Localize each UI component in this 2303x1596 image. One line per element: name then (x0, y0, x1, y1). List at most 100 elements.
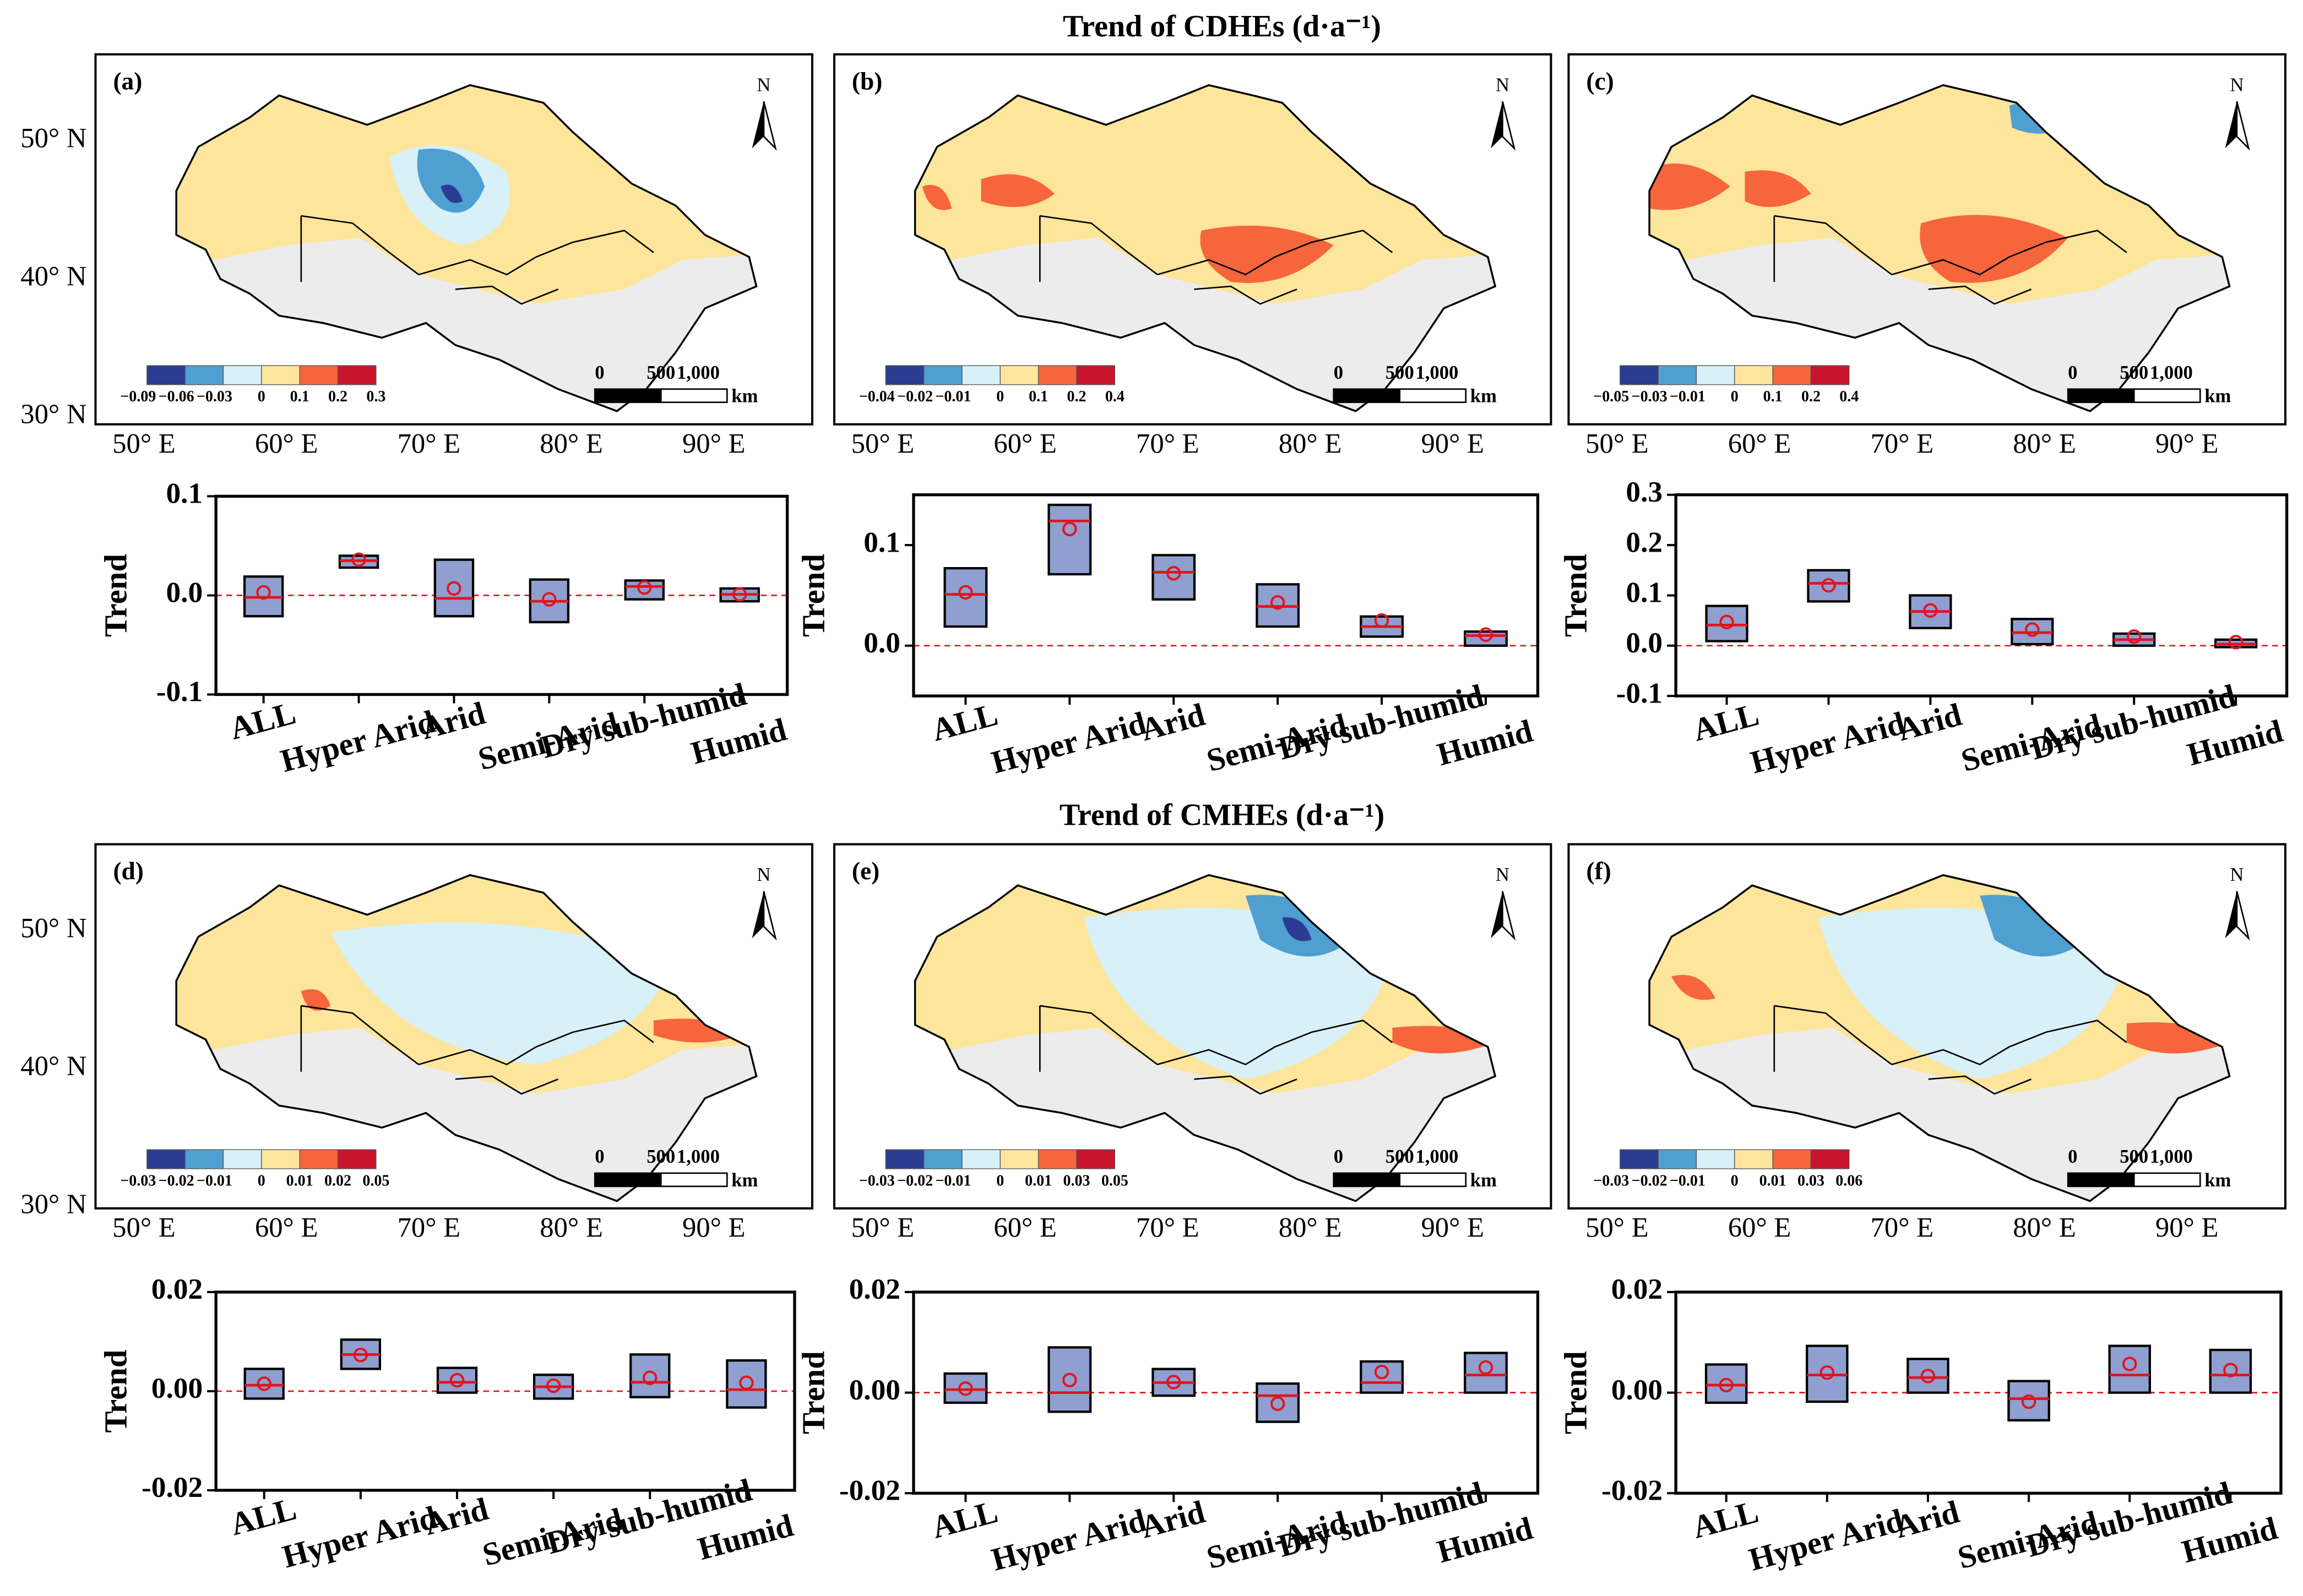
y-tick-label: 0.3 (1626, 475, 1663, 508)
colorbar-swatch (299, 1149, 339, 1169)
colorbar-label: 0.3 (366, 388, 385, 405)
mean (739, 1375, 754, 1390)
colorbar-label: −0.03 (120, 1172, 156, 1189)
x-tick-label: Arid (1137, 1494, 1209, 1545)
colorbar-swatch (337, 1149, 377, 1169)
country-border (1039, 1005, 1393, 1095)
lon-label: 90° E (2155, 1212, 2219, 1243)
lat-label: 30° N (20, 399, 86, 429)
y-tick-label: 0.1 (166, 477, 203, 510)
trend-area (1282, 917, 1312, 941)
colorbar-swatch (1734, 365, 1773, 385)
country-border (1773, 1005, 2127, 1095)
lon-label: 80° E (540, 1212, 603, 1243)
colorbar-label: −0.03 (197, 388, 232, 405)
panel-label: (a) (113, 67, 142, 95)
scale-bar (1333, 388, 1401, 404)
trend-area (981, 174, 1055, 208)
scale-bar (594, 1172, 662, 1188)
colorbar-swatch (1734, 1149, 1773, 1169)
north-label: N (1496, 864, 1509, 885)
colorbar-label: −0.05 (1593, 388, 1629, 405)
colorbar-swatch (1658, 365, 1697, 385)
mean (643, 1370, 658, 1385)
colorbar-swatch (923, 365, 963, 385)
scale-label: 0 (595, 1146, 604, 1167)
lon-label: 80° E (540, 428, 603, 459)
box (1705, 604, 1748, 642)
box (2209, 1348, 2252, 1394)
colorbar-label: 0 (996, 1172, 1004, 1189)
colorbar-label: −0.04 (859, 388, 895, 405)
map-panel: (a) N −0.09 −0.06 −0.03 0 0.1 0.2 0.3 0 500 1,000 km… (20, 53, 813, 459)
lon-label: 80° E (2013, 428, 2076, 459)
lon-label: 50° E (112, 428, 176, 459)
mean (447, 581, 461, 596)
map-panel: (e) N −0.03 −0.02 −0.01 0 0.01 0.03 0.05 0 500 1,00… (833, 843, 1552, 1243)
colorbar-swatch (1772, 1149, 1812, 1169)
colorbar-label: 0 (1731, 1172, 1739, 1189)
y-tick-label: 0.02 (151, 1272, 203, 1305)
colorbar-swatch (1620, 1149, 1659, 1169)
mean (1062, 521, 1077, 537)
mean (1374, 1364, 1389, 1380)
scale-label: 0 (2068, 1146, 2077, 1167)
scale-label: 0 (595, 362, 604, 383)
country-border (1773, 215, 2127, 305)
y-tick-label: 0.02 (1611, 1272, 1663, 1305)
map-panel: (d) N −0.03 −0.02 −0.01 0 0.01 0.02 0.05 0 500 1,00… (20, 843, 813, 1243)
north-label: N (1496, 74, 1509, 95)
box (943, 1372, 988, 1404)
lon-label: 80° E (1279, 428, 1342, 459)
lat-label: 50° N (20, 912, 86, 943)
lon-label: 80° E (1279, 1212, 1342, 1243)
scale-unit: km (731, 1170, 758, 1191)
colorbar-label: 0.02 (324, 1172, 351, 1189)
region-outline (1648, 84, 2231, 412)
mean (1821, 578, 1836, 593)
scale-label: 0 (1334, 1146, 1343, 1167)
plot-frame (912, 1290, 1540, 1495)
lon-label: 60° E (993, 428, 1057, 459)
lon-label: 90° E (1421, 1212, 1484, 1243)
y-tick-label: 0.1 (863, 525, 900, 558)
x-tick-label: Arid (417, 695, 489, 746)
colorbar-swatch (1076, 1149, 1115, 1169)
x-tick-label: Arid (420, 1491, 492, 1542)
scale-bar (1333, 1172, 1401, 1188)
box (629, 1353, 671, 1398)
y-axis-label: Trend (98, 554, 134, 637)
colorbar-label: −0.03 (859, 1172, 895, 1189)
mean (542, 592, 557, 607)
north-label: N (757, 864, 770, 885)
north-arrow (763, 891, 777, 941)
mean (1166, 1375, 1181, 1390)
colorbar-swatch (885, 1149, 925, 1169)
y-tick-label: 0.00 (849, 1373, 900, 1406)
colorbar-label: 0 (258, 1172, 265, 1189)
mean (2025, 622, 2040, 637)
mean (958, 1381, 973, 1396)
y-tick-label: 0.0 (863, 626, 900, 659)
colorbar-label: 0.03 (1797, 1172, 1824, 1189)
colorbar-label: 0.4 (1105, 388, 1125, 405)
y-tick-label: -0.02 (142, 1470, 203, 1504)
y-axis-label: Trend (1558, 554, 1594, 637)
scale-label: 500 (647, 362, 675, 383)
y-axis-label: Trend (98, 1349, 134, 1432)
region-outline (175, 874, 758, 1202)
colorbar-swatch (1000, 365, 1039, 385)
scale-label: 500 (2120, 1146, 2148, 1167)
colorbar-swatch (885, 365, 925, 385)
mean (1166, 566, 1181, 581)
colorbar-swatch (1076, 365, 1115, 385)
y-tick-label: 0.0 (166, 576, 203, 609)
region-outline (1648, 874, 2231, 1202)
colorbar-swatch (1810, 365, 1850, 385)
lat-label: 40° N (20, 1050, 86, 1081)
x-tick-label: ALL (1689, 696, 1762, 748)
box (1047, 1346, 1092, 1413)
colorbar-label: 0.1 (1029, 388, 1048, 405)
x-tick-label: ALL (1688, 1494, 1762, 1545)
